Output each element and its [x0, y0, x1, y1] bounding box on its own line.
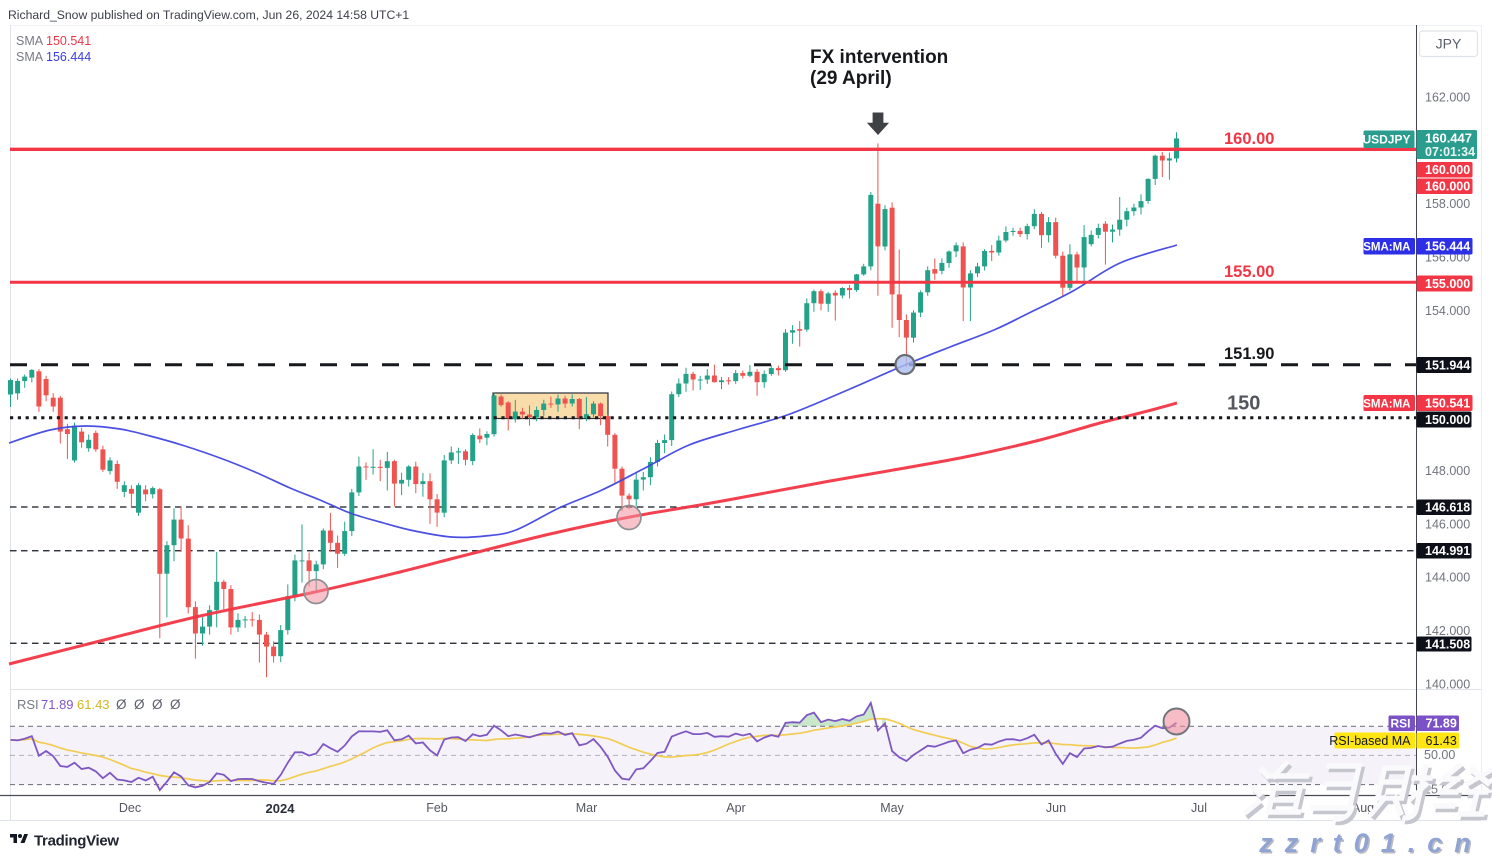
svg-text:Apr: Apr — [726, 801, 745, 815]
svg-text:SMA:MA: SMA:MA — [1363, 242, 1410, 254]
svg-text:154.000: 154.000 — [1425, 304, 1470, 318]
svg-text:160.447: 160.447 — [1425, 131, 1472, 146]
svg-text:156.444: 156.444 — [1425, 240, 1470, 254]
svg-text:155.000: 155.000 — [1425, 277, 1470, 291]
svg-text:146.618: 146.618 — [1425, 501, 1470, 515]
svg-text:158.000: 158.000 — [1425, 197, 1470, 211]
svg-text:Ø: Ø — [152, 697, 163, 712]
svg-text:140.000: 140.000 — [1425, 678, 1470, 692]
svg-text:150: 150 — [1227, 393, 1260, 415]
svg-text:155.00: 155.00 — [1224, 263, 1274, 281]
svg-text:TradingView: TradingView — [34, 833, 119, 850]
svg-text:Jul: Jul — [1191, 801, 1207, 815]
svg-text:JPY: JPY — [1436, 36, 1462, 52]
svg-text:SMA:MA: SMA:MA — [1363, 398, 1410, 410]
svg-text:RSI: RSI — [1390, 717, 1410, 731]
svg-text:160.00: 160.00 — [1224, 130, 1274, 148]
svg-text:RSI: RSI — [17, 697, 39, 712]
svg-text:FX intervention: FX intervention — [810, 47, 948, 68]
svg-text:144.000: 144.000 — [1425, 571, 1470, 585]
svg-text:Dec: Dec — [119, 801, 141, 815]
svg-text:156.444: 156.444 — [46, 50, 91, 64]
svg-text:141.508: 141.508 — [1425, 637, 1470, 651]
svg-text:Ø: Ø — [116, 697, 127, 712]
svg-text:144.991: 144.991 — [1425, 544, 1470, 558]
svg-text:148.000: 148.000 — [1425, 464, 1470, 478]
svg-text:151.944: 151.944 — [1425, 358, 1470, 372]
svg-text:142.000: 142.000 — [1425, 624, 1470, 638]
svg-text:Mar: Mar — [576, 801, 598, 815]
svg-text:May: May — [880, 801, 904, 815]
svg-text:SMA: SMA — [16, 34, 44, 48]
svg-text:50.00: 50.00 — [1424, 748, 1455, 762]
svg-text:Jun: Jun — [1046, 801, 1066, 815]
svg-text:146.000: 146.000 — [1425, 517, 1470, 531]
svg-text:USDJPY: USDJPY — [1362, 133, 1410, 147]
svg-text:(29 April): (29 April) — [810, 68, 892, 89]
svg-text:Ø: Ø — [134, 697, 145, 712]
svg-text:162.000: 162.000 — [1425, 91, 1470, 105]
svg-text:07:01:34: 07:01:34 — [1425, 145, 1475, 159]
svg-text:61.43: 61.43 — [77, 697, 110, 712]
svg-text:Aug: Aug — [1352, 801, 1374, 815]
svg-text:zzrt01.cn: zzrt01.cn — [1260, 830, 1485, 858]
svg-text:Ø: Ø — [170, 697, 181, 712]
svg-text:150.541: 150.541 — [46, 34, 91, 48]
svg-text:160.000: 160.000 — [1425, 163, 1470, 177]
svg-text:71.89: 71.89 — [1426, 717, 1457, 731]
svg-text:SMA: SMA — [16, 50, 44, 64]
svg-text:zzrt01.cn: zzrt01.cn — [1258, 828, 1483, 857]
svg-text:150.000: 150.000 — [1425, 413, 1470, 427]
svg-text:Feb: Feb — [426, 801, 448, 815]
svg-text:2024: 2024 — [266, 801, 296, 816]
svg-text:RSI-based MA: RSI-based MA — [1329, 734, 1411, 748]
svg-text:151.90: 151.90 — [1224, 345, 1274, 363]
svg-text:150.541: 150.541 — [1425, 396, 1470, 410]
svg-text:71.89: 71.89 — [41, 697, 74, 712]
svg-text:61.43: 61.43 — [1426, 734, 1457, 748]
svg-text:Richard_Snow published on Trad: Richard_Snow published on TradingView.co… — [8, 8, 409, 22]
svg-text:160.000: 160.000 — [1425, 180, 1470, 194]
